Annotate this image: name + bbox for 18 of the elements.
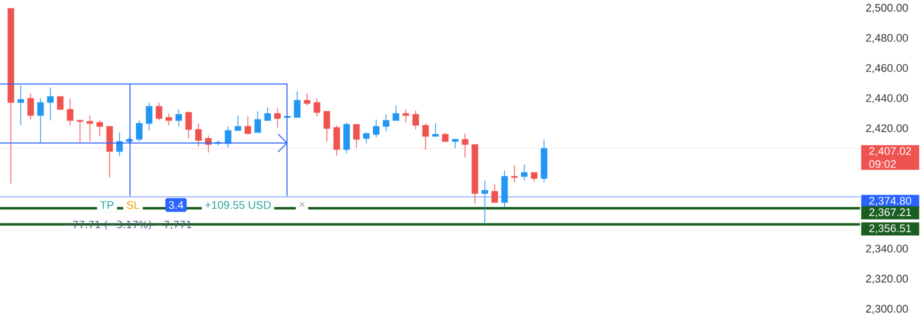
annotation: ×	[300, 202, 304, 207]
y-tick-label: 2,440.00	[866, 94, 908, 104]
y-tick-label: 2,460.00	[866, 64, 908, 74]
ref-line-label: 2,374.80	[869, 196, 912, 206]
y-tick-label: 2,320.00	[866, 274, 908, 284]
ref-line-label: 2,367.21	[869, 208, 912, 218]
y-tick-label: 2,340.00	[866, 244, 908, 254]
text: 09:02	[869, 160, 896, 168]
annotation: TP	[100, 201, 114, 209]
annotation: 3.4	[168, 201, 184, 209]
ref-line-label: 2,407.02	[869, 147, 912, 156]
y-tick-label: 2,480.00	[866, 34, 908, 44]
annotation: +109.55 USD	[205, 201, 271, 209]
y-tick-label: 2,300.00	[866, 304, 908, 314]
y-tick-label: 2,420.00	[866, 124, 908, 134]
annotation: SL	[126, 201, 140, 209]
y-tick-label: 2,500.00	[866, 4, 908, 13]
ref-line-label: 2,356.51	[869, 224, 912, 234]
